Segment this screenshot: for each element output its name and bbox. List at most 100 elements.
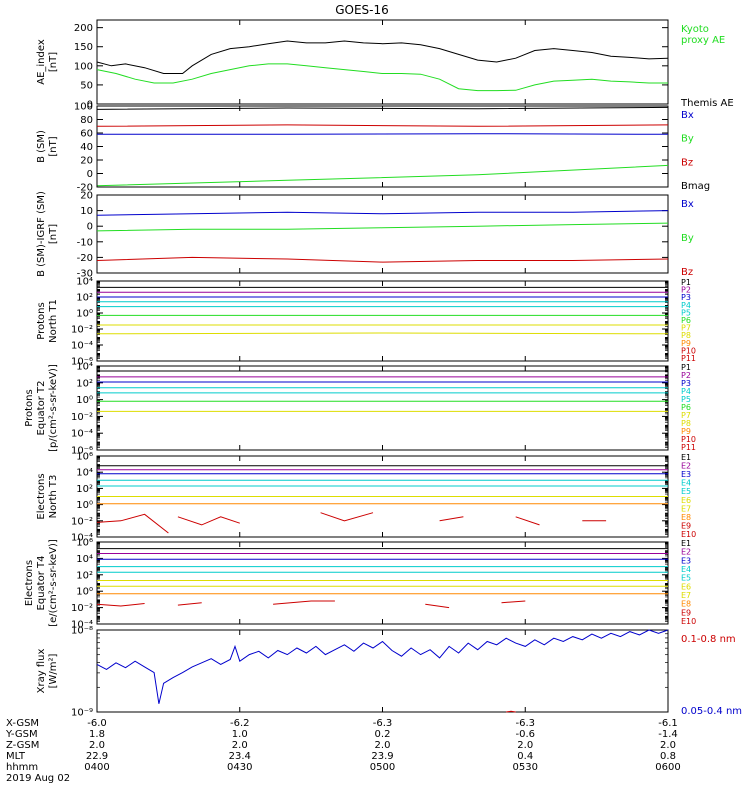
- legend-label: E3: [681, 470, 691, 479]
- ephemeris-value: 2.0: [375, 740, 391, 751]
- y-tick-label: 150: [74, 42, 93, 53]
- y-tick-label: -20: [77, 183, 93, 194]
- ephemeris-value: 0500: [370, 762, 395, 773]
- legend-label: P6: [681, 316, 691, 325]
- series-kyoto-proxy-ae: [96, 63, 668, 92]
- panel-frame: [96, 629, 669, 713]
- y-tick-label: 10⁴: [76, 468, 93, 479]
- legend-label: P11: [681, 443, 696, 452]
- ephemeris-value: 22.9: [86, 751, 108, 762]
- legend-label: P2: [681, 371, 691, 380]
- legend-label: P7: [681, 411, 691, 420]
- panel-frame: [96, 194, 669, 274]
- y-axis-label: B (SM)-IGRF (SM): [36, 191, 47, 277]
- series-p8: [96, 332, 669, 335]
- ephemeris-value: 2.0: [517, 740, 533, 751]
- legend-label: E6: [681, 582, 691, 591]
- y-axis-label: [nT]: [48, 224, 59, 244]
- legend-label: P9: [681, 427, 691, 436]
- ephemeris-value: 0530: [513, 762, 538, 773]
- panel-frame: [96, 19, 669, 105]
- ephemeris-value: -6.3: [373, 718, 393, 729]
- panel-xray: 10⁻⁸ 10⁻⁹ Xray flux [W/m²] 0.1-0.8 nm 0.05-0.…: [36, 626, 742, 719]
- y-tick-label: 0: [87, 169, 93, 180]
- panel-frame: [96, 105, 669, 188]
- legend-label: E7: [681, 504, 691, 513]
- ephemeris-value: 23.4: [229, 751, 251, 762]
- ephemeris-row-label: MLT: [6, 751, 26, 762]
- legend-label: P2: [681, 286, 691, 295]
- ephemeris-value: 1.0: [232, 729, 248, 740]
- y-axis-label: Equator T4: [36, 556, 47, 611]
- y-tick-label: 100: [74, 102, 93, 113]
- series-e9: [515, 516, 540, 526]
- y-tick-label: -10: [77, 237, 93, 248]
- y-tick-label: 10⁻⁴: [71, 341, 93, 352]
- ephemeris-value: 0.2: [375, 729, 391, 740]
- legend-label: P7: [681, 324, 691, 333]
- panel-bsm: -20 0 20 40 60 80 100 B (SM) [nT] Bx By Bz Bmag: [36, 102, 710, 194]
- y-tick-label: 10: [80, 206, 93, 217]
- legend-label: By: [681, 134, 694, 145]
- legend-label: P8: [681, 331, 691, 340]
- y-tick-label: 100: [74, 61, 93, 72]
- legend-label: Bz: [681, 157, 693, 168]
- legend-label: 0.05-0.4 nm: [681, 706, 742, 717]
- chart-title: GOES-16: [335, 3, 389, 17]
- legend-label: P5: [681, 395, 691, 404]
- legend-label: Bx: [681, 199, 694, 210]
- y-tick-label: 10⁻⁸: [71, 626, 93, 637]
- ephemeris-value: 0600: [655, 762, 680, 773]
- legend-label: Themis AE: [680, 98, 734, 109]
- legend-label: E5: [681, 574, 691, 583]
- legend-label: proxy AE: [681, 35, 725, 46]
- y-axis-label: North T3: [48, 475, 59, 519]
- ephemeris-value: -0.6: [515, 729, 535, 740]
- y-axis-label: Protons: [24, 389, 35, 426]
- panel-pequator: 10⁴ 10² 10⁰ 10⁻² 10⁻⁴ 10⁻⁶ Protons Equator T2 [p…: [24, 362, 696, 457]
- y-tick-label: 10⁻⁴: [71, 429, 93, 440]
- y-tick-label: 10⁻²: [71, 412, 93, 423]
- ephemeris-value: 0430: [227, 762, 252, 773]
- y-tick-label: 10⁴: [76, 554, 93, 565]
- legend-label: E7: [681, 591, 691, 600]
- y-tick-label: 10⁶: [76, 452, 93, 463]
- ephemeris-row-label: Y-GSM: [5, 729, 38, 740]
- y-axis-label: Xray flux: [36, 649, 47, 694]
- legend-label: P5: [681, 308, 691, 317]
- y-tick-label: 20: [80, 156, 93, 167]
- series-0-05-0-4-nm: [96, 629, 669, 704]
- y-tick-label: 10⁻²: [71, 325, 93, 336]
- series-bx: [96, 210, 669, 216]
- ephemeris-value: 0400: [84, 762, 109, 773]
- ephemeris-row-label: X-GSM: [6, 718, 39, 729]
- panel-frame: [96, 365, 669, 451]
- y-tick-label: 10⁴: [76, 362, 93, 373]
- legend-label: E10: [681, 617, 696, 626]
- y-axis-label: [e/(cm²-s-sr-keV)]: [48, 539, 59, 627]
- y-tick-label: 10⁶: [76, 538, 93, 549]
- ephemeris-value: 2.0: [660, 740, 676, 751]
- ephemeris-row-label: hhmm: [6, 762, 38, 773]
- y-tick-label: 10⁻⁴: [71, 620, 93, 631]
- series-bz: [96, 124, 669, 127]
- legend-label: P3: [681, 379, 691, 388]
- legend-label: E3: [681, 556, 691, 565]
- y-tick-label: 20: [80, 191, 93, 202]
- series-e9: [273, 600, 335, 605]
- y-tick-label: 10²: [76, 378, 93, 389]
- y-tick-label: 50: [80, 80, 93, 91]
- panel-bigrf: -30 -20 -10 0 10 20 B (SM)-IGRF (SM) [nT] Bx By Bz: [36, 191, 694, 280]
- y-tick-label: 10⁰: [76, 500, 93, 511]
- series-e9: [425, 603, 450, 609]
- legend-label: P3: [681, 293, 691, 302]
- ephemeris-value: 1.8: [89, 729, 105, 740]
- ephemeris-value: -1.4: [658, 729, 678, 740]
- legend-label: Bx: [681, 110, 694, 121]
- ephemeris-value: -6.2: [230, 718, 250, 729]
- legend-label: By: [681, 233, 694, 244]
- legend-label: E4: [681, 565, 691, 574]
- series-e9: [320, 512, 374, 522]
- y-tick-label: 10⁻²: [71, 603, 93, 614]
